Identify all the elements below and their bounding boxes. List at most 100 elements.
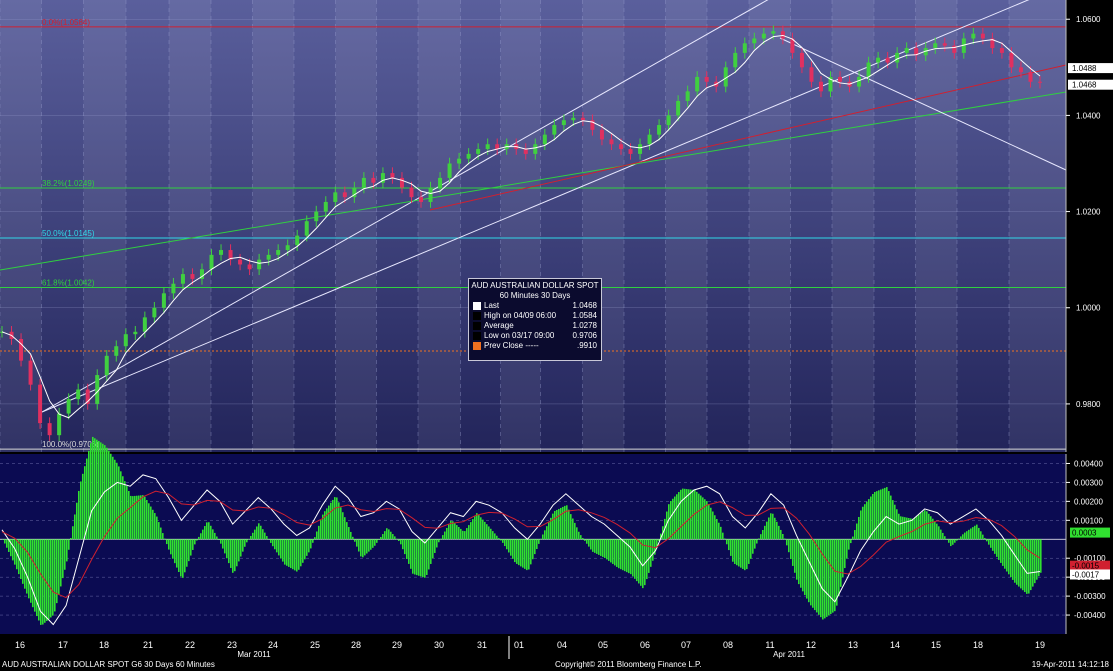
x-tick-label: 30 <box>434 640 444 650</box>
macd-hist-bar <box>498 538 500 540</box>
macd-hist-bar <box>706 501 708 540</box>
macd-hist-bar <box>580 535 582 540</box>
candle-body <box>133 331 138 335</box>
macd-hist-bar <box>280 539 282 559</box>
macd-hist-bar <box>620 539 622 570</box>
legend-value: 1.0278 <box>572 321 597 330</box>
candle-body <box>885 57 890 63</box>
candle-body <box>228 250 233 260</box>
macd-hist-bar <box>904 517 906 540</box>
macd-hist-bar <box>394 536 396 540</box>
macd-hist-bar <box>496 535 498 540</box>
macd-hist-bar <box>742 539 744 569</box>
macd-y-tick-label: 0.00300 <box>1074 478 1103 487</box>
macd-hist-bar <box>516 539 518 564</box>
macd-hist-bar <box>256 526 258 540</box>
macd-hist-bar <box>324 511 326 540</box>
macd-hist-bar <box>608 539 610 561</box>
macd-hist-bar <box>734 539 736 564</box>
macd-hist-bar <box>540 538 542 540</box>
x-tick-label: 04 <box>557 640 567 650</box>
candle-body <box>599 129 604 140</box>
macd-hist-bar <box>140 495 142 540</box>
x-tick-label: 22 <box>185 640 195 650</box>
x-tick-label: 19 <box>1035 640 1045 650</box>
macd-hist-bar <box>526 539 528 571</box>
macd-hist-bar <box>810 539 812 606</box>
price-axis-bg <box>1066 0 1113 452</box>
macd-hist-bar <box>962 534 964 540</box>
macd-hist-bar <box>448 524 450 540</box>
macd-hist-bar <box>816 539 818 613</box>
macd-hist-bar <box>934 521 936 540</box>
legend-label: Prev Close ----- <box>484 341 539 350</box>
candle-body <box>980 33 985 39</box>
candle-body <box>485 144 490 150</box>
macd-value-box <box>1070 527 1110 538</box>
candle-body <box>799 52 804 68</box>
macd-hist-bar <box>400 539 402 545</box>
macd-hist-bar <box>672 498 674 540</box>
macd-hist-bar <box>656 539 658 549</box>
candle-body <box>618 144 623 150</box>
macd-hist-bar <box>410 539 412 569</box>
macd-hist-bar <box>188 539 190 562</box>
macd-hist-bar <box>532 539 534 560</box>
price-panel-bg <box>0 0 1066 452</box>
macd-hist-bar <box>670 500 672 540</box>
macd-hist-bar <box>272 539 274 547</box>
macd-hist-bar <box>788 539 790 553</box>
macd-hist-bar <box>584 539 586 541</box>
macd-value-label: 0.0003 <box>1072 529 1097 538</box>
macd-hist-bar <box>520 539 522 567</box>
macd-hist-bar <box>488 526 490 540</box>
candle-body <box>809 67 814 82</box>
macd-hist-bar <box>154 513 156 540</box>
macd-hist-bar <box>776 521 778 540</box>
macd-hist-bar <box>906 517 908 540</box>
macd-hist-bar <box>262 529 264 540</box>
macd-hist-bar <box>800 539 802 588</box>
macd-hist-bar <box>298 539 300 570</box>
macd-hist-bar <box>246 539 248 543</box>
macd-hist-bar <box>590 539 592 550</box>
day-bands <box>0 0 1066 634</box>
candle-body <box>571 117 576 121</box>
macd-hist-bar <box>1024 539 1026 593</box>
macd-hist-bar <box>366 539 368 554</box>
macd-hist-bar <box>208 522 210 540</box>
macd-hist-bar <box>432 539 434 559</box>
candle-body <box>199 269 204 279</box>
x-tick-label: 15 <box>931 640 941 650</box>
macd-hist-bar <box>988 539 990 545</box>
macd-hist-bar <box>126 486 128 540</box>
candle-body <box>390 173 395 178</box>
macd-value-box <box>1070 560 1110 571</box>
macd-hist-bar <box>888 491 890 540</box>
macd-hist-bar <box>550 517 552 540</box>
macd-hist-bar <box>196 539 198 541</box>
x-tick-label: 21 <box>143 640 153 650</box>
macd-hist-bar <box>216 536 218 540</box>
macd-hist-bar <box>244 539 246 547</box>
macd-hist-bar <box>136 495 138 540</box>
macd-hist-bar <box>576 527 578 540</box>
macd-hist-bar <box>850 539 852 544</box>
macd-signal-line <box>1 490 1041 599</box>
legend-row: Average 1.0278 <box>469 321 601 331</box>
macd-hist-bar <box>992 539 994 551</box>
macd-hist-bar <box>158 522 160 540</box>
last-price-box <box>1068 79 1113 90</box>
candle-body <box>952 45 957 53</box>
macd-hist-bar <box>160 527 162 540</box>
macd-hist-bar <box>130 495 132 540</box>
macd-hist-bar <box>36 539 38 617</box>
macd-hist-bar <box>98 441 100 540</box>
macd-hist-bar <box>692 489 694 540</box>
x-axis: 16 17 18 21 22 23 24 25 28 29 30 31 01 04 05 06 07 08 11 12… <box>15 636 1045 659</box>
macd-hist-bar <box>346 522 348 540</box>
macd-hist-bar <box>932 518 934 540</box>
macd-hist-bar <box>4 539 6 544</box>
macd-hist-bar <box>308 539 310 553</box>
